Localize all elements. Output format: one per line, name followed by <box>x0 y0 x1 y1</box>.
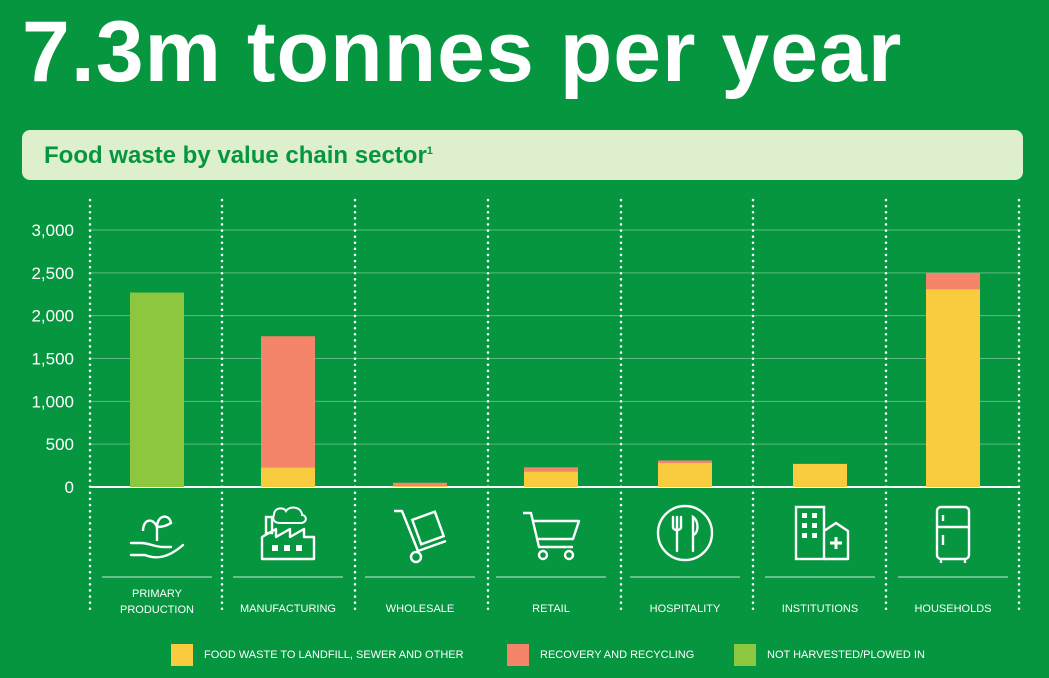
smoke-cloud <box>272 506 307 524</box>
category-label: INSTITUTIONS <box>782 603 858 615</box>
fork-knife-plate-icon <box>656 504 714 562</box>
tower-window <box>812 513 817 518</box>
fork <box>671 515 683 553</box>
bar-food-waste-to-landfill-sewer-and-other-6 <box>926 289 980 487</box>
tower-window <box>802 513 807 518</box>
factory-chimney <box>264 515 274 535</box>
legend-label: NOT HARVESTED/PLOWED IN <box>767 649 925 661</box>
tower-window <box>802 533 807 538</box>
factory-icon <box>260 506 316 561</box>
category-label: PRODUCTION <box>120 604 194 616</box>
y-tick-label: 1,500 <box>31 350 74 369</box>
bar-recovery-and-recycling-4 <box>658 460 712 464</box>
y-tick-label: 3,000 <box>31 221 74 240</box>
bar-not-harvested-plowed-in-0 <box>130 292 184 487</box>
tower-window <box>812 523 817 528</box>
bar-food-waste-to-landfill-sewer-and-other-1 <box>261 467 315 487</box>
cart-wheel-left <box>537 549 549 561</box>
truck-frame <box>394 509 447 553</box>
fridge-body <box>935 505 971 561</box>
category-label: PRIMARY <box>132 588 183 600</box>
bar-recovery-and-recycling-6 <box>926 272 980 290</box>
plate <box>656 504 714 562</box>
cart-wheel-right <box>563 549 575 561</box>
plant-in-hand-icon <box>129 515 185 559</box>
category-label: HOUSEHOLDS <box>914 603 991 615</box>
shopping-cart-icon <box>523 511 581 561</box>
factory-window <box>272 545 278 551</box>
annex <box>823 521 850 561</box>
hand-truck-icon <box>394 509 447 564</box>
hand-path <box>129 541 185 559</box>
bar-food-waste-to-landfill-sewer-and-other-4 <box>658 463 712 487</box>
cart-body <box>523 511 581 549</box>
bar-recovery-and-recycling-1 <box>261 336 315 468</box>
category-label: HOSPITALITY <box>650 603 721 615</box>
legend-label: RECOVERY AND RECYCLING <box>540 649 695 661</box>
wheel <box>409 550 423 564</box>
tower-window <box>812 533 817 538</box>
stacked-bar-chart: 3,000 2,500 2,000 1,500 1,000 500 0 PRIMARY PROD… <box>31 198 1021 616</box>
cross <box>830 537 842 549</box>
bar-recovery-and-recycling-2 <box>393 482 447 487</box>
y-tick-label: 2,000 <box>31 307 74 326</box>
box <box>410 510 446 546</box>
y-tick-label: 2,500 <box>31 264 74 283</box>
bar-food-waste-to-landfill-sewer-and-other-3 <box>524 471 578 487</box>
category-label: RETAIL <box>532 603 570 615</box>
legend-swatch <box>171 644 193 666</box>
refrigerator-icon <box>935 505 971 563</box>
legend-label: FOOD WASTE TO LANDFILL, SEWER AND OTHER <box>204 649 464 661</box>
bar-food-waste-to-landfill-sewer-and-other-2 <box>393 486 447 487</box>
tower-window <box>802 523 807 528</box>
bar-food-waste-to-landfill-sewer-and-other-5 <box>793 463 847 487</box>
hospital-building-icon <box>794 505 850 561</box>
tower <box>794 505 826 561</box>
y-tick-label: 500 <box>46 435 74 454</box>
chart-legend: FOOD WASTE TO LANDFILL, SEWER AND OTHER R… <box>0 642 1049 670</box>
legend-swatch <box>734 644 756 666</box>
headline: 7.3m tonnes per year <box>22 4 903 100</box>
category-label: WHOLESALE <box>386 603 454 615</box>
legend-swatch <box>507 644 529 666</box>
subtitle-text: Food waste by value chain sector <box>44 142 427 169</box>
factory-window <box>296 545 302 551</box>
subtitle-footnote-mark: 1 <box>426 145 433 157</box>
y-tick-label: 1,000 <box>31 392 74 411</box>
subtitle-bar: Food waste by value chain sector1 <box>22 130 1023 180</box>
chart-subtitle: Food waste by value chain sector1 <box>44 142 433 170</box>
category-label: MANUFACTURING <box>240 603 336 615</box>
y-tick-label: 0 <box>65 478 74 497</box>
knife <box>691 514 699 553</box>
factory-window <box>284 545 290 551</box>
bar-recovery-and-recycling-3 <box>524 467 578 472</box>
leaf-path <box>141 515 173 532</box>
